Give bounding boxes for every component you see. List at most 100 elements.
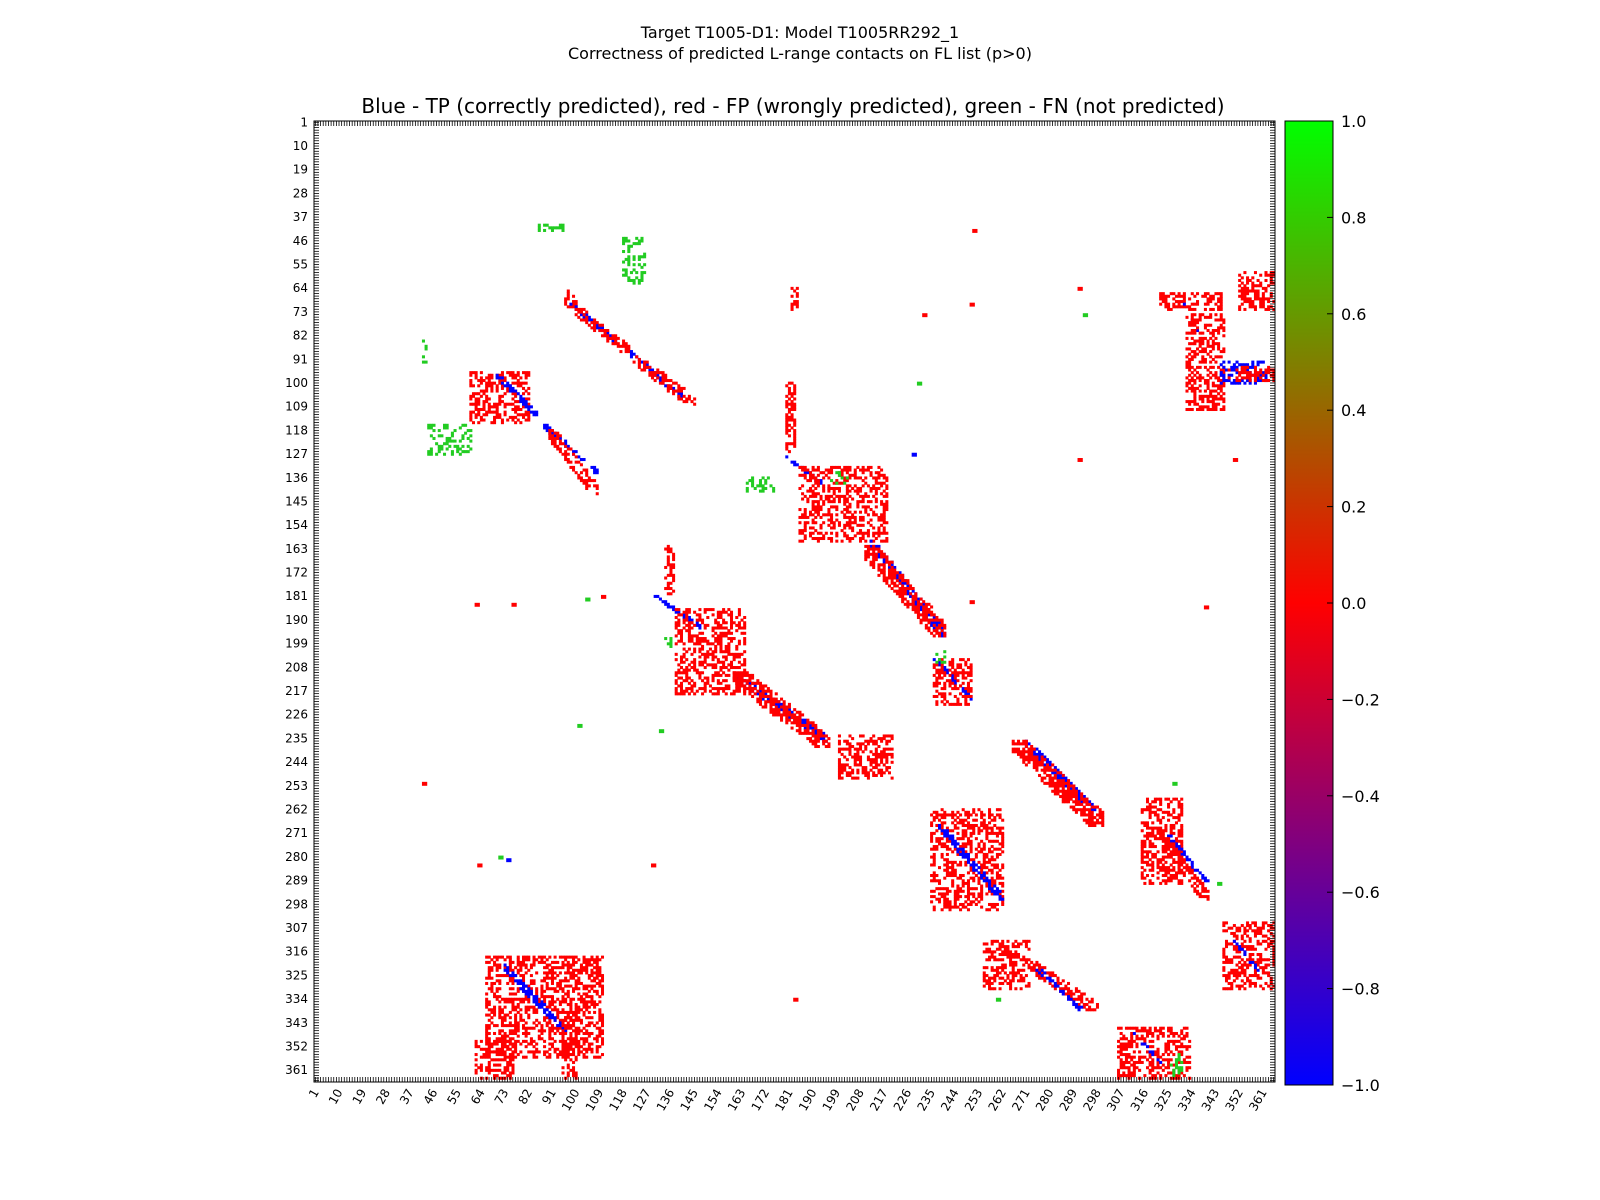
contact-cell-fp bbox=[1024, 739, 1028, 743]
contact-cell-fp bbox=[811, 492, 815, 496]
contact-cell-fp bbox=[677, 676, 681, 680]
contact-cell-fp bbox=[593, 318, 597, 322]
contact-cell-fp bbox=[932, 871, 936, 875]
contact-cell-fp bbox=[722, 671, 726, 675]
contact-cell-fp bbox=[885, 486, 889, 490]
contact-cell-fp bbox=[1190, 868, 1194, 872]
contact-cell-fp bbox=[845, 747, 849, 751]
contact-cell-tp bbox=[1198, 871, 1202, 875]
contact-cell-fp bbox=[832, 521, 836, 525]
contact-cell-fp bbox=[701, 679, 705, 683]
contact-cell-fp bbox=[1143, 839, 1147, 843]
contact-cell-fp bbox=[874, 739, 878, 743]
contact-cell-fp bbox=[1222, 924, 1226, 928]
contact-cell-fp bbox=[685, 666, 689, 670]
contact-cell-fp bbox=[1251, 981, 1255, 985]
contact-cell-fn bbox=[464, 423, 468, 427]
contact-cell-fp bbox=[1222, 950, 1226, 954]
contact-cell-fp bbox=[1190, 355, 1194, 359]
contact-cell-tp bbox=[1222, 379, 1226, 383]
contact-cell-fp bbox=[811, 505, 815, 509]
contact-cell-fn bbox=[640, 273, 644, 277]
contact-cell-fp bbox=[969, 850, 973, 854]
contact-cell-fp bbox=[693, 634, 697, 638]
contact-cell-fp bbox=[1253, 271, 1257, 275]
contact-cell-fp bbox=[1167, 805, 1171, 809]
contact-cell-fp bbox=[1151, 863, 1155, 867]
contact-cell-fn bbox=[558, 223, 562, 227]
contact-cell-fp bbox=[1267, 942, 1271, 946]
contact-cell-fp bbox=[877, 563, 881, 567]
contact-cell-fp bbox=[1243, 987, 1247, 991]
contact-cell-fp bbox=[814, 515, 818, 519]
contact-cell-fp bbox=[1238, 371, 1242, 375]
contact-cell-fp bbox=[740, 631, 744, 635]
contact-cell-fp bbox=[687, 637, 691, 641]
contact-cell-fp bbox=[532, 963, 536, 967]
contact-cell-tp bbox=[945, 834, 949, 838]
contact-cell-fp bbox=[869, 758, 873, 762]
contact-cell-fp bbox=[537, 960, 541, 964]
contact-cell-fp bbox=[508, 955, 512, 959]
contact-cell-fp bbox=[1240, 937, 1244, 941]
contact-cell-fp bbox=[830, 536, 834, 541]
contact-cell-fp bbox=[998, 813, 1002, 817]
contact-cell-fp bbox=[1080, 795, 1084, 799]
contact-cell-fp bbox=[872, 766, 876, 770]
contact-cell-fp bbox=[566, 292, 570, 296]
contact-cell-fp bbox=[969, 666, 973, 670]
contact-cell-fp bbox=[885, 742, 889, 746]
contact-cell-fp bbox=[919, 621, 923, 625]
contact-cell-fp bbox=[835, 494, 839, 498]
contact-cell-fp bbox=[669, 573, 673, 577]
contact-cell-fp bbox=[845, 523, 849, 527]
contact-cell-fp bbox=[1235, 929, 1239, 933]
contact-cell-fp bbox=[1161, 816, 1165, 820]
contact-cell-fp bbox=[932, 663, 936, 667]
contact-cell-fp bbox=[1088, 1008, 1092, 1012]
contact-cell-fp bbox=[651, 371, 655, 375]
contact-cell-fp bbox=[622, 339, 626, 343]
contact-cell-fp bbox=[1014, 971, 1018, 975]
contact-cell-fp bbox=[866, 773, 870, 777]
contact-cell-fp bbox=[890, 776, 894, 780]
contact-cell-fp bbox=[943, 813, 947, 817]
contact-cell-fp bbox=[1069, 792, 1073, 796]
contact-cell-fp bbox=[479, 415, 483, 419]
contact-cell-fp bbox=[909, 584, 913, 588]
contact-cell-fp bbox=[1053, 792, 1057, 796]
contact-cell-fp bbox=[743, 639, 747, 643]
contact-cell-fp bbox=[840, 768, 844, 772]
contact-cell-fp bbox=[969, 900, 973, 904]
contact-cell-fp bbox=[566, 458, 570, 462]
contact-cell-fn bbox=[424, 360, 428, 364]
contact-cell-fp bbox=[1145, 821, 1150, 825]
contact-cell-fp bbox=[940, 837, 944, 841]
contact-cell-fp bbox=[956, 895, 960, 899]
contact-cell-fp bbox=[637, 365, 641, 369]
contact-cell-fp bbox=[808, 473, 813, 477]
contact-cell-fp bbox=[614, 342, 618, 346]
contact-cell-fp bbox=[966, 684, 970, 688]
contact-cell-fp bbox=[811, 729, 815, 733]
contact-cell-fp bbox=[877, 755, 881, 759]
contact-cell-fp bbox=[806, 479, 810, 483]
contact-cell-fp bbox=[935, 684, 939, 688]
contact-cell-fp bbox=[1003, 945, 1007, 949]
contact-cell-fp bbox=[1145, 860, 1150, 864]
contact-cell-tp bbox=[629, 355, 633, 359]
contact-cell-fp bbox=[787, 381, 791, 385]
contact-cell-fp bbox=[743, 642, 747, 646]
contact-cell-fp bbox=[677, 384, 681, 388]
contact-cell-fp bbox=[959, 658, 963, 662]
contact-cell-fp bbox=[961, 808, 965, 812]
contact-cell-fp bbox=[1177, 802, 1181, 806]
contact-cell-fp bbox=[1267, 945, 1271, 949]
contact-cell-fn bbox=[461, 450, 465, 454]
contact-cell-fp bbox=[487, 397, 491, 401]
contact-cell-fp bbox=[935, 897, 939, 901]
contact-cell-fp bbox=[553, 442, 557, 446]
contact-cell-fp bbox=[1090, 1000, 1094, 1004]
contact-cell-fp bbox=[824, 473, 828, 477]
contact-cell-fn bbox=[624, 257, 628, 261]
